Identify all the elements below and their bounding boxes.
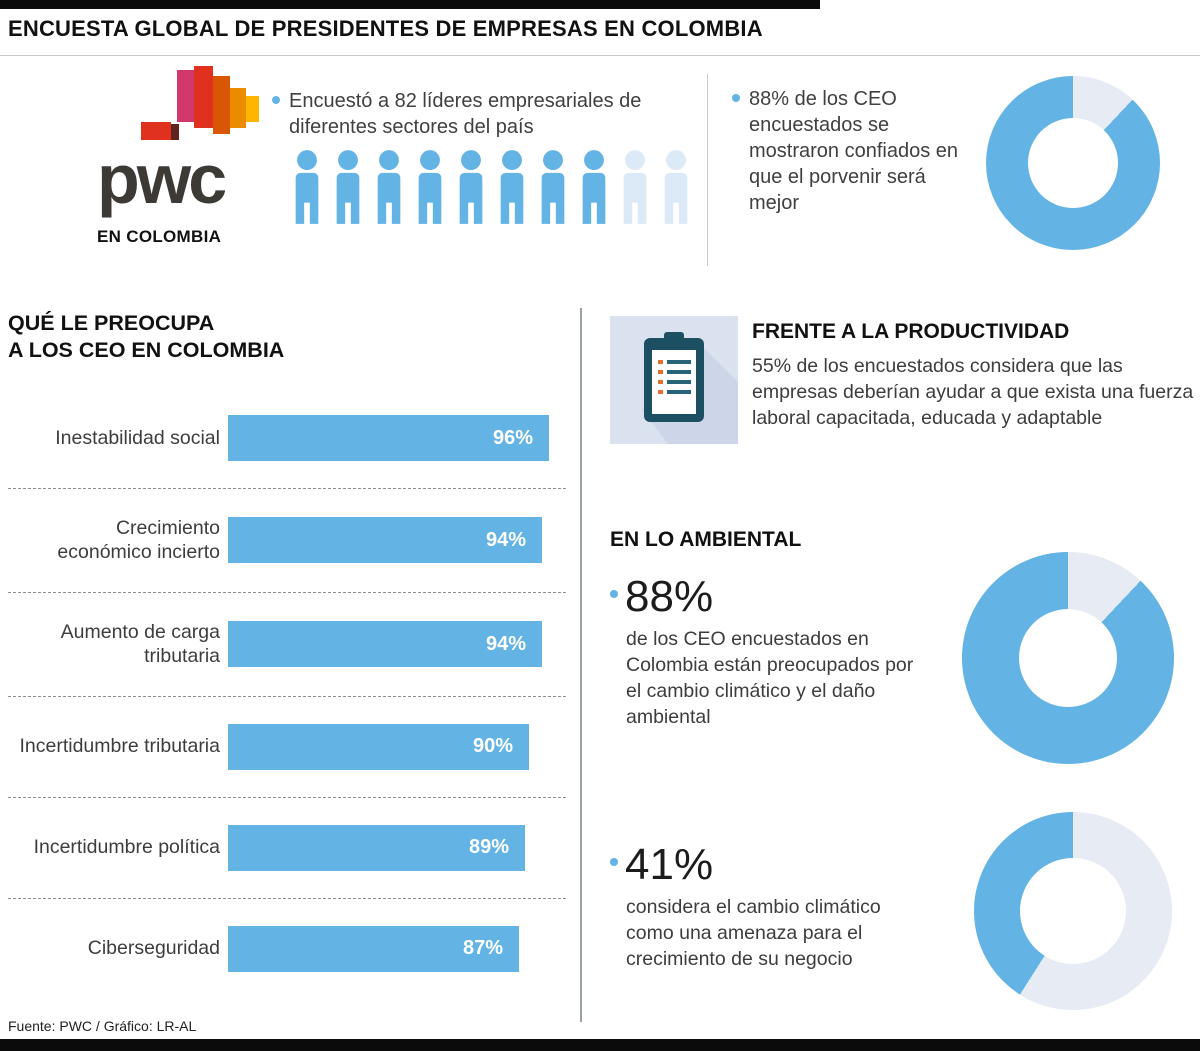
bar-track: 87%	[228, 925, 566, 972]
ambiental-heading: EN LO AMBIENTAL	[610, 528, 802, 551]
page-title: ENCUESTA GLOBAL DE PRESIDENTES DE EMPRES…	[8, 16, 763, 41]
climate-threat-stat: 41% considera el cambio climático como u…	[610, 840, 940, 973]
clipboard-icon	[610, 316, 738, 444]
top-black-bar	[0, 0, 820, 9]
productivity-heading: FRENTE A LA PRODUCTIVIDAD	[752, 320, 1070, 343]
bar-track: 94%	[228, 621, 566, 668]
bar-label: Crecimiento económico incierto	[57, 517, 220, 564]
person-icon	[418, 150, 442, 224]
climate-concern-pct: 88%	[625, 572, 714, 621]
bar-row: Incertidumbre tributaria 90%	[8, 695, 566, 797]
bar-row: Incertidumbre política 89%	[8, 796, 566, 898]
person-icon	[541, 150, 565, 224]
confidence-fact-text: 88% de los CEO encuestados se mostraron …	[749, 88, 959, 214]
people-row	[290, 150, 693, 224]
bullet-dot-icon	[272, 96, 280, 104]
title-divider	[0, 55, 1200, 56]
person-icon	[500, 150, 524, 224]
donut-chart-confidence	[986, 76, 1160, 250]
donut-chart-climate-concern	[962, 552, 1174, 764]
bar: 94%	[228, 517, 542, 564]
bar-track: 90%	[228, 723, 566, 770]
bar-value: 90%	[472, 735, 513, 757]
climate-threat-text: considera el cambio climático como una a…	[626, 896, 881, 971]
bar-value: 87%	[462, 937, 503, 959]
bar: 87%	[228, 925, 519, 972]
donut-chart-climate-threat	[974, 812, 1172, 1010]
bullet-dot-icon	[732, 94, 740, 102]
climate-threat-pct: 41%	[625, 840, 714, 889]
bar-value: 94%	[485, 528, 526, 551]
climate-concern-stat: 88% de los CEO encuestados en Colombia e…	[610, 572, 940, 731]
source-credit: Fuente: PWC / Gráfico: LR-AL	[8, 1018, 197, 1034]
bar-row: Crecimiento económico incierto 94%	[8, 488, 566, 592]
person-icon	[336, 150, 360, 224]
bar: 96%	[228, 415, 549, 461]
bar-value: 96%	[492, 426, 533, 449]
survey-fact: Encuestó a 82 líderes empresariales de d…	[272, 88, 664, 140]
person-icon	[295, 150, 319, 224]
bar-row: Ciberseguridad 87%	[8, 897, 566, 999]
bar-track: 89%	[228, 824, 566, 871]
concerns-heading-line1: QUÉ LE PREOCUPA	[8, 311, 215, 335]
concerns-heading-line2: A LOS CEO EN COLOMBIA	[8, 337, 285, 362]
bar-label: Inestabilidad social	[55, 426, 220, 449]
person-icon	[582, 150, 606, 224]
main-vertical-divider	[580, 308, 582, 1022]
person-icon	[623, 150, 647, 224]
person-icon	[664, 150, 688, 224]
person-icon	[459, 150, 483, 224]
bullet-dot-icon	[610, 590, 618, 598]
header-vertical-divider	[707, 74, 708, 266]
bar: 90%	[228, 723, 529, 770]
climate-concern-text: de los CEO encuestados en Colombia están…	[626, 628, 914, 728]
bar-track: 94%	[228, 517, 566, 564]
bar-row: Inestabilidad social 96%	[8, 388, 566, 488]
pwc-logo: pwc EN COLOMBIA	[97, 66, 271, 247]
bar: 89%	[228, 824, 525, 871]
productivity-text: 55% de los encuestados considera que las…	[752, 355, 1194, 429]
pwc-logo-icon	[141, 66, 259, 140]
bar-value: 89%	[468, 836, 509, 858]
concerns-heading: QUÉ LE PREOCUPA A LOS CEO EN COLOMBIA	[8, 310, 284, 364]
bar-row: Aumento de carga tributaria 94%	[8, 591, 566, 696]
bar-label: Ciberseguridad	[87, 937, 220, 960]
person-icon	[377, 150, 401, 224]
confidence-fact: 88% de los CEO encuestados se mostraron …	[732, 86, 960, 216]
bar-value: 94%	[485, 632, 526, 655]
concerns-bar-list: Inestabilidad social 96% Crecimiento econó…	[8, 388, 566, 999]
bar-label: Incertidumbre tributaria	[19, 735, 220, 758]
bar: 94%	[228, 621, 542, 668]
bar-label: Aumento de carga tributaria	[60, 620, 220, 668]
pwc-wordmark: pwc	[97, 140, 227, 218]
bullet-dot-icon	[610, 858, 618, 866]
bar-track: 96%	[228, 415, 566, 461]
pwc-region-label: EN COLOMBIA	[97, 226, 222, 246]
bottom-black-bar	[0, 1039, 1200, 1051]
survey-fact-text: Encuestó a 82 líderes empresariales de d…	[289, 90, 642, 138]
bar-label: Incertidumbre política	[33, 836, 220, 859]
